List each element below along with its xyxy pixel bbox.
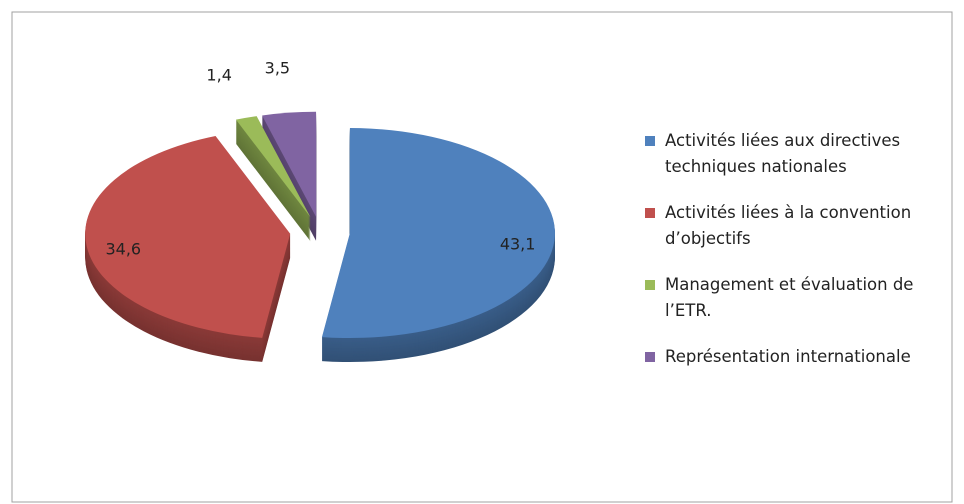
legend-item: Activités liées à la convention d’object… (645, 200, 945, 272)
legend: Activités liées aux directives technique… (645, 128, 945, 416)
legend-label: Activités liées à la convention d’object… (665, 203, 912, 248)
slice (262, 111, 317, 217)
data-label: 34,6 (105, 239, 141, 258)
data-label: 1,4 (206, 65, 231, 84)
data-label: 3,5 (265, 58, 290, 77)
legend-item: Activités liées aux directives technique… (645, 128, 945, 200)
legend-swatch (645, 208, 655, 218)
legend-swatch (645, 352, 655, 362)
slice (85, 136, 291, 338)
slice (235, 116, 311, 218)
legend-item: Management et évaluation de l’ETR. (645, 272, 945, 344)
pie (85, 111, 555, 363)
legend-label: Représentation internationale (665, 347, 911, 366)
legend-swatch (645, 136, 655, 146)
data-label: 43,1 (500, 234, 536, 253)
slice (321, 128, 555, 339)
legend-swatch (645, 280, 655, 290)
legend-label: Management et évaluation de l’ETR. (665, 275, 914, 320)
legend-item: Représentation internationale (645, 344, 945, 416)
legend-label: Activités liées aux directives technique… (665, 131, 901, 176)
